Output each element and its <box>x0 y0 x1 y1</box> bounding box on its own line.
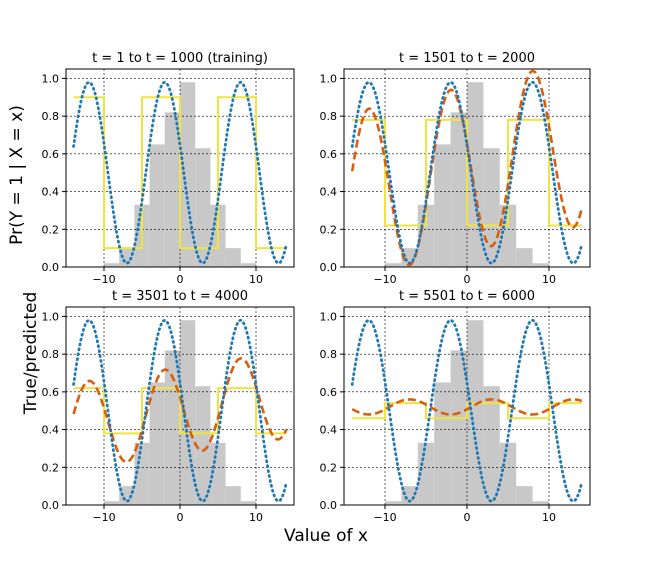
histogram-bar <box>450 350 467 505</box>
y-tick-label: 0.4 <box>320 424 338 437</box>
histogram-bar <box>499 204 517 267</box>
subplot-title: t = 3501 to t = 4000 <box>112 289 248 304</box>
histogram-bar <box>450 112 467 267</box>
histogram-bar <box>385 501 402 505</box>
x-tick-label: 10 <box>249 511 263 524</box>
y-tick-label: 0.2 <box>42 461 60 474</box>
predicted-curve <box>350 69 584 267</box>
histogram <box>385 82 549 267</box>
histogram-bar <box>483 148 500 267</box>
histogram-bar <box>516 486 533 505</box>
subplot-2: −10 0 10 0.0 0.2 0.4 0.6 0.8 1.0 t = 1501 to t = … <box>320 51 591 286</box>
step-function-line <box>352 118 582 227</box>
y-tick-label: 0.4 <box>42 186 60 199</box>
subplot-title: t = 1501 to t = 2000 <box>399 51 535 66</box>
predicted-curve <box>351 398 583 416</box>
y-tick-label: 1.0 <box>42 310 60 323</box>
histogram-bar <box>210 442 226 505</box>
histogram-bar <box>149 382 165 505</box>
histogram-bar <box>180 82 196 267</box>
subplot-title: t = 5501 to t = 6000 <box>399 289 535 304</box>
y-tick-label: 0.2 <box>320 223 338 236</box>
true-curve <box>72 318 288 503</box>
step-function-line <box>73 387 287 435</box>
x-tick-label: −10 <box>373 273 396 286</box>
x-tick-label: 0 <box>464 273 471 286</box>
histogram-bar <box>483 386 500 505</box>
y-tick-label: 0.0 <box>42 499 60 512</box>
histogram-bar <box>164 112 180 267</box>
histogram-bar <box>240 263 256 267</box>
histogram-bar <box>434 382 451 505</box>
histogram-bar <box>104 263 120 267</box>
histogram-bar <box>499 442 517 505</box>
histogram-bar <box>401 486 418 505</box>
histogram <box>385 320 549 505</box>
y-axis-label-top: Pr(Y = 1 | X = x) <box>7 105 27 245</box>
true-curve <box>350 318 584 503</box>
true-curve <box>72 80 288 265</box>
true-curve <box>350 80 584 265</box>
histogram <box>104 82 256 267</box>
x-tick-label: 0 <box>177 511 184 524</box>
y-tick-label: 1.0 <box>320 310 338 323</box>
subplot-4: −10 0 10 0.0 0.2 0.4 0.6 0.8 1.0 t = 5501 to t = … <box>320 289 591 524</box>
y-tick-label: 0.0 <box>320 499 338 512</box>
histogram-bar <box>195 148 211 267</box>
y-tick-label: 0.2 <box>320 461 338 474</box>
y-tick-label: 0.6 <box>320 386 338 399</box>
y-tick-label: 0.8 <box>42 110 60 123</box>
x-tick-label: 0 <box>177 273 184 286</box>
histogram-bar <box>385 263 402 267</box>
histogram-bar <box>119 248 135 267</box>
histogram-bar <box>532 263 549 267</box>
y-tick-label: 0.8 <box>320 110 338 123</box>
x-tick-label: −10 <box>92 511 115 524</box>
histogram-bar <box>180 320 196 505</box>
x-tick-label: 10 <box>249 273 263 286</box>
y-tick-label: 0.6 <box>42 148 60 161</box>
histogram-bar <box>434 144 451 267</box>
y-tick-label: 0.8 <box>320 348 338 361</box>
y-tick-label: 0.6 <box>42 386 60 399</box>
histogram-bar <box>104 501 120 505</box>
y-tick-label: 0.2 <box>42 223 60 236</box>
x-tick-label: 0 <box>464 511 471 524</box>
y-tick-label: 0.0 <box>320 261 338 274</box>
y-axis-label-bottom: True/predicted <box>21 292 41 415</box>
x-tick-label: −10 <box>92 273 115 286</box>
y-tick-label: 1.0 <box>320 72 338 85</box>
x-tick-label: −10 <box>373 511 396 524</box>
histogram-bar <box>119 486 135 505</box>
subplot-3: −10 0 10 0.0 0.2 0.4 0.6 0.8 1.0 t = 3501 to t = … <box>42 289 295 524</box>
y-tick-label: 0.8 <box>42 348 60 361</box>
y-tick-label: 0.4 <box>42 424 60 437</box>
y-tick-label: 0.6 <box>320 148 338 161</box>
histogram-bar <box>195 386 211 505</box>
histogram-bar <box>164 350 180 505</box>
histogram-bar <box>225 248 241 267</box>
histogram-bar <box>225 486 241 505</box>
y-tick-label: 0.0 <box>42 261 60 274</box>
histogram-bar <box>149 144 165 267</box>
subplot-1: −10 0 10 0.0 0.2 0.4 0.6 0.8 1.0 t = 1 to t = 100… <box>42 51 295 286</box>
x-tick-label: 10 <box>542 511 556 524</box>
step-function-line <box>73 96 287 250</box>
histogram-bar <box>516 248 533 267</box>
y-tick-label: 1.0 <box>42 72 60 85</box>
x-axis-label: Value of x <box>284 526 368 546</box>
x-tick-label: 10 <box>542 273 556 286</box>
subplot-title: t = 1 to t = 1000 (training) <box>92 51 268 66</box>
histogram-bar <box>240 501 256 505</box>
y-tick-label: 0.4 <box>320 186 338 199</box>
histogram-bar <box>532 501 549 505</box>
